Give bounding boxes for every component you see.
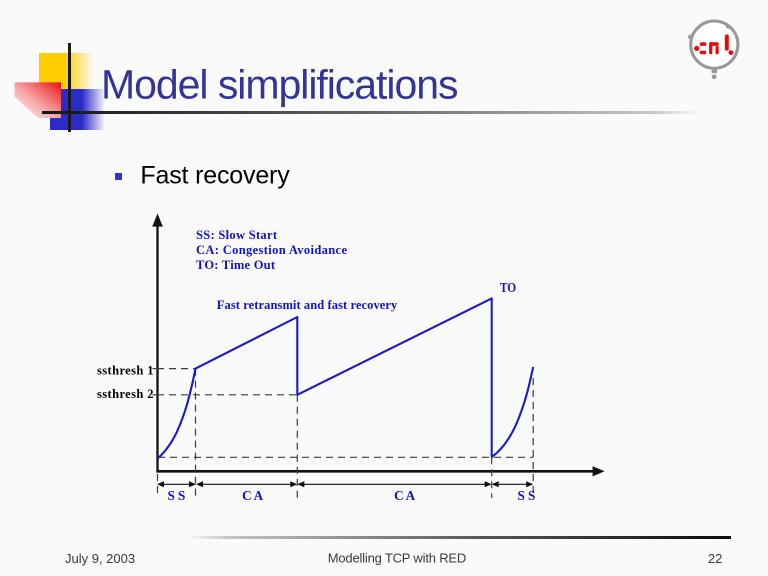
svg-text:22: 22	[708, 551, 722, 566]
svg-text:July 9, 2003: July 9, 2003	[65, 551, 135, 566]
svg-text:Fast recovery: Fast recovery	[140, 161, 290, 189]
svg-text:SS: SS	[517, 488, 538, 503]
svg-text:CA: Congestion Avoidance: CA: Congestion Avoidance	[196, 243, 347, 257]
svg-text:Model simplifications: Model simplifications	[101, 61, 459, 107]
svg-text:TO: TO	[500, 280, 516, 295]
svg-text:Modelling TCP with RED: Modelling TCP with RED	[328, 551, 467, 566]
svg-text:SS: SS	[167, 488, 188, 503]
svg-text:ssthresh 2: ssthresh 2	[97, 387, 154, 401]
svg-text:SS: Slow Start: SS: Slow Start	[196, 228, 278, 242]
svg-text:CA: CA	[242, 488, 265, 503]
svg-text:TO: Time Out: TO: Time Out	[196, 258, 276, 272]
svg-text:CA: CA	[394, 488, 417, 503]
svg-text:Fast retransmit and fast recov: Fast retransmit and fast recovery	[217, 298, 398, 312]
svg-text:ssthresh 1: ssthresh 1	[97, 363, 154, 377]
